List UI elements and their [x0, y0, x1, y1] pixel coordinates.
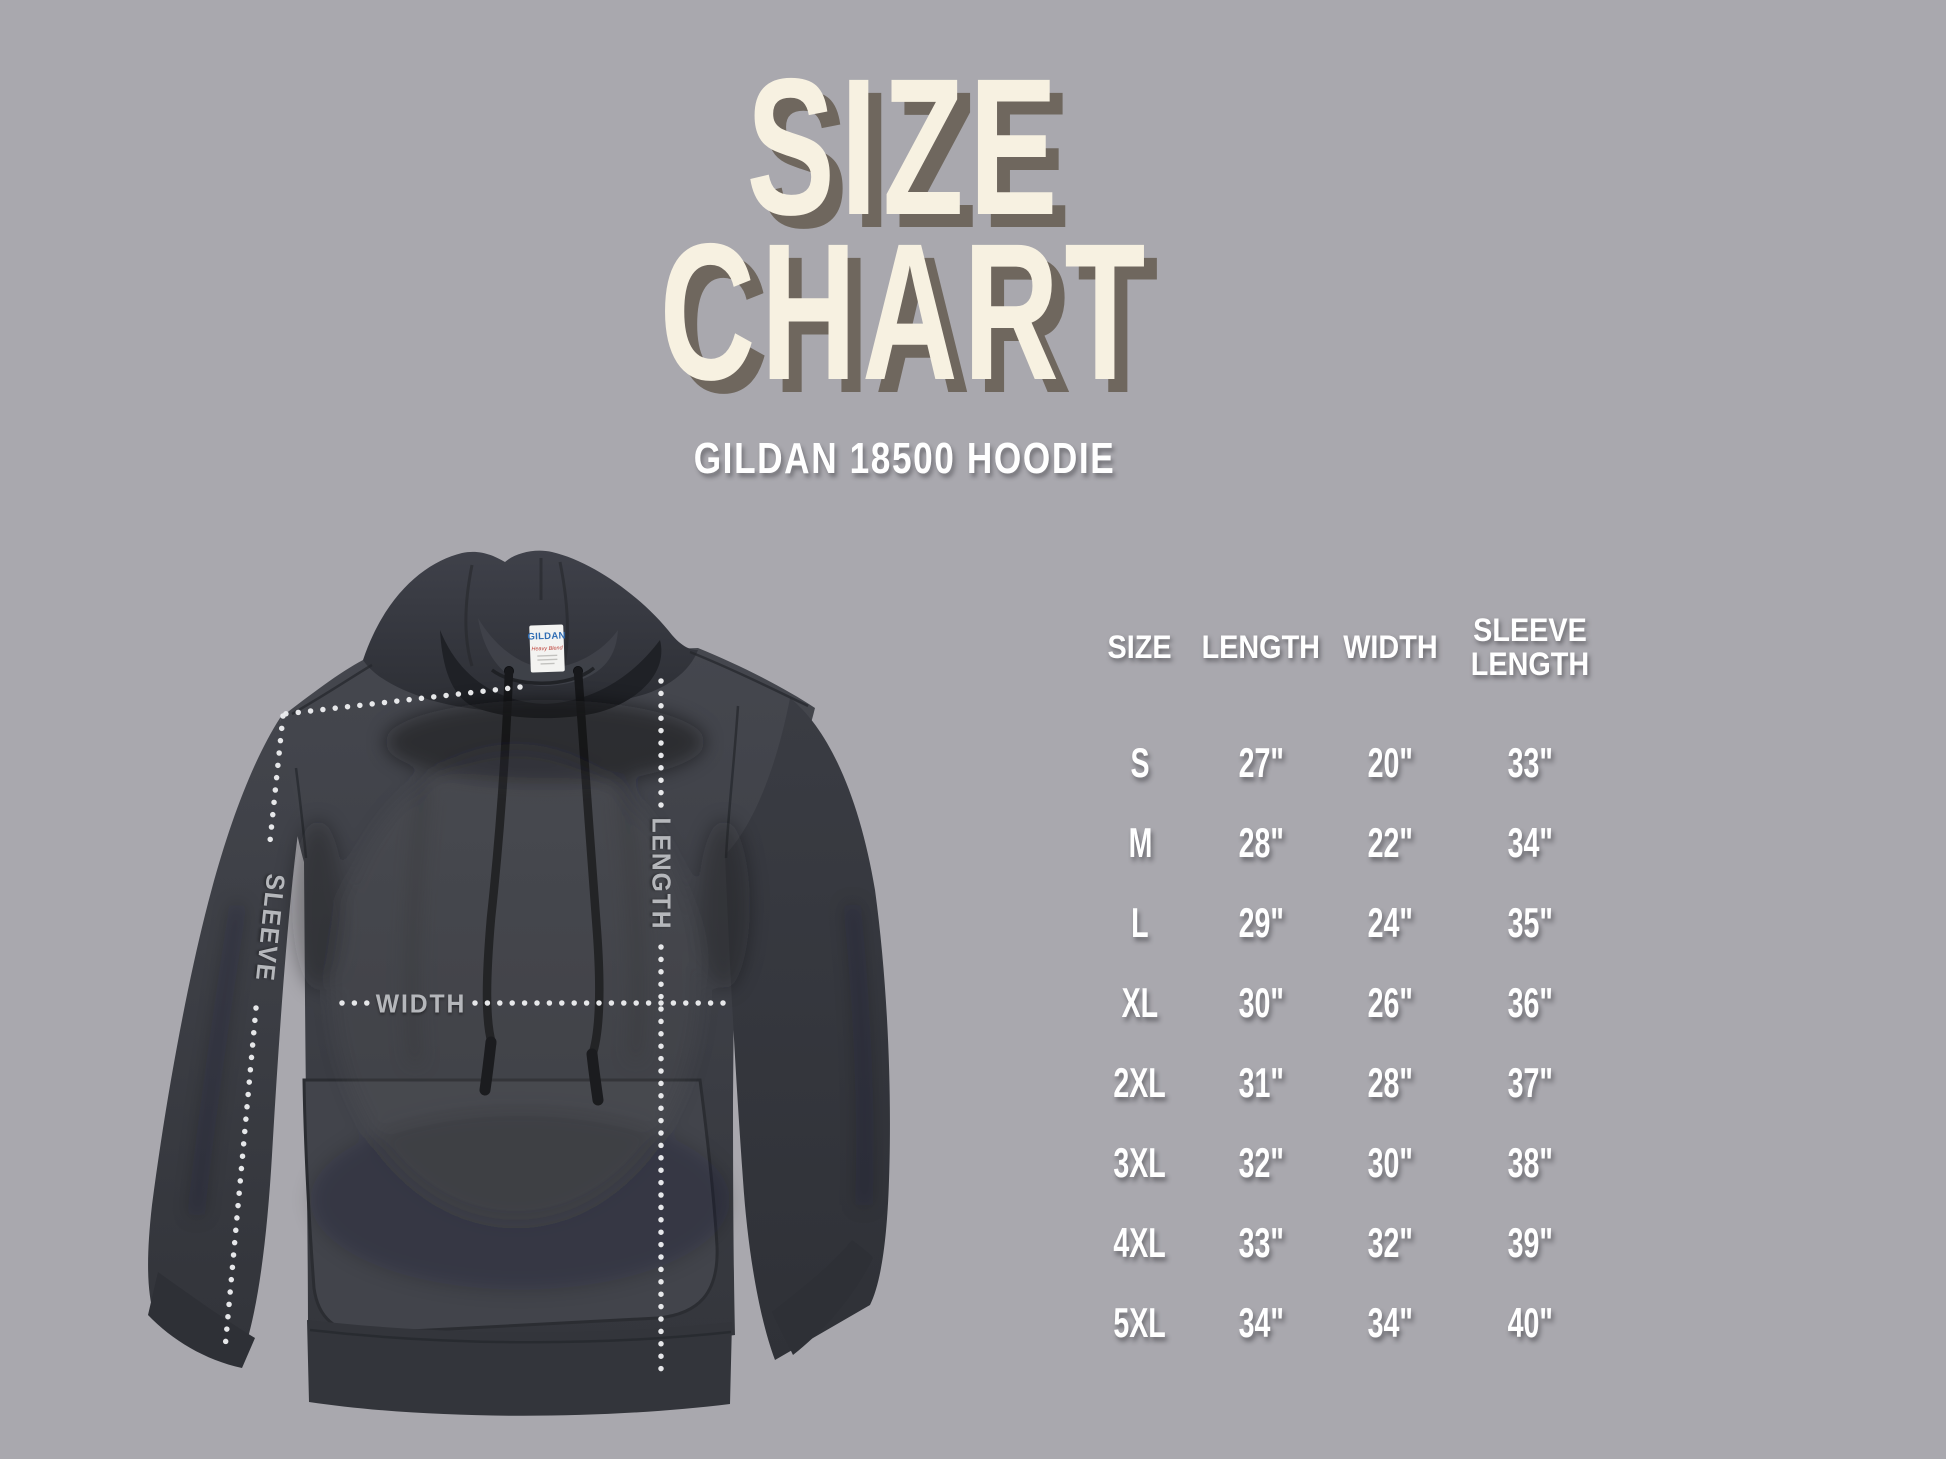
row-s-sleeve: 33" [1507, 739, 1553, 786]
row-l-length: 29" [1238, 899, 1284, 946]
measurement-lines [222, 678, 726, 1372]
row-3xl-sleeve: 38" [1507, 1139, 1553, 1186]
row-xl-sleeve: 36" [1507, 979, 1553, 1026]
row-3xl-size: 3XL [1113, 1139, 1167, 1186]
row-s-length: 27" [1238, 739, 1284, 786]
row-xl-width: 26" [1367, 979, 1413, 1026]
row-m-length: 28" [1238, 819, 1284, 866]
row-l-width: 24" [1367, 899, 1413, 946]
product-subtitle: GILDAN 18500 HOODIE [0, 437, 1810, 481]
row-4xl-width: 32" [1367, 1219, 1413, 1266]
column-header-length: LENGTH [1201, 629, 1321, 666]
page-title-line-2-text: CHART [659, 203, 1151, 421]
page-title-line-1-text: SIZE [746, 38, 1064, 256]
row-5xl-width: 34" [1367, 1299, 1413, 1346]
width-measure-label: WIDTH [375, 988, 467, 1019]
row-xl-length: 30" [1238, 979, 1284, 1026]
row-m-size: M [1128, 819, 1152, 866]
hood-inner-shadow [440, 630, 662, 719]
page-title-line-2: CHART [0, 215, 1810, 410]
product-subtitle-text: GILDAN 18500 HOODIE [694, 434, 1116, 483]
row-5xl-length: 34" [1238, 1299, 1284, 1346]
row-l-size: L [1131, 899, 1149, 946]
row-4xl-size: 4XL [1113, 1219, 1167, 1266]
row-s-size: S [1130, 739, 1150, 786]
sleeve-line-lower-segment [222, 1005, 259, 1352]
neck-tag: GILDAN Heavy Blend [527, 624, 566, 673]
left-cuff [148, 1272, 255, 1368]
right-cuff [772, 1240, 873, 1355]
sleeve-line-collar-segment [281, 684, 523, 717]
row-m-sleeve: 34" [1507, 819, 1553, 866]
collar-seam [490, 666, 596, 685]
column-header-width: WIDTH [1342, 629, 1438, 666]
hood-creases [464, 558, 569, 667]
row-5xl-size: 5XL [1113, 1299, 1167, 1346]
row-2xl-size: 2XL [1113, 1059, 1167, 1106]
row-4xl-length: 33" [1238, 1219, 1284, 1266]
row-3xl-length: 32" [1238, 1139, 1284, 1186]
row-xl-size: XL [1121, 979, 1159, 1026]
row-l-sleeve: 35" [1507, 899, 1553, 946]
row-m-width: 22" [1367, 819, 1413, 866]
column-header-sleeve-length: SLEEVE LENGTH [1470, 612, 1590, 682]
neck-tag-brand: GILDAN [527, 630, 566, 642]
column-header-size: SIZE [1107, 629, 1173, 666]
size-table: SIZE LENGTH WIDTH SLEEVE LENGTH S 27" 20… [1080, 573, 1602, 1363]
fabric-shading [191, 700, 870, 1290]
neck-tag-line: Heavy Blend [531, 645, 563, 652]
left-sleeve [148, 718, 300, 1354]
row-2xl-sleeve: 37" [1507, 1059, 1553, 1106]
row-2xl-width: 28" [1367, 1059, 1413, 1106]
row-3xl-width: 30" [1367, 1139, 1413, 1186]
hem-band [307, 1320, 732, 1416]
row-5xl-sleeve: 40" [1507, 1299, 1553, 1346]
row-s-width: 20" [1367, 739, 1413, 786]
neck-tag-fine-print [537, 654, 558, 665]
sleeve-line-upper-segment [266, 713, 286, 854]
row-4xl-sleeve: 39" [1507, 1219, 1553, 1266]
row-2xl-length: 31" [1238, 1059, 1284, 1106]
page-title-line-1: SIZE [0, 50, 1810, 245]
length-measure-label: LENGTH [646, 817, 677, 931]
right-sleeve [725, 698, 890, 1360]
